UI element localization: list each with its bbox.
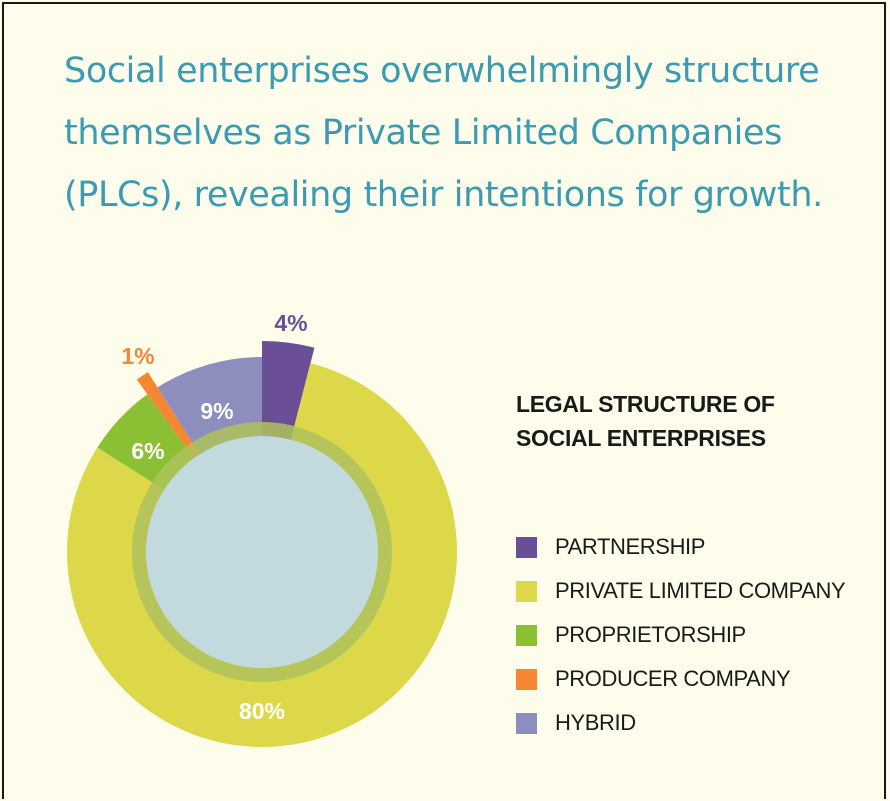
legend-item: PARTNERSHIP xyxy=(516,525,845,569)
legend-label: PROPRIETORSHIP xyxy=(555,622,746,647)
legend-label: PRODUCER COMPANY xyxy=(555,666,791,691)
headline-line-1: Social enterprises overwhelmingly struct… xyxy=(64,51,820,91)
legend-label: HYBRID xyxy=(555,710,636,735)
legend-swatch xyxy=(516,536,537,558)
legend-label: PARTNERSHIP xyxy=(555,534,706,559)
legend-title-line-2: SOCIAL ENTERPRISES xyxy=(516,425,766,451)
data-label-hybrid: 9% xyxy=(200,398,233,424)
donut-inner-ring xyxy=(132,422,392,682)
legend-swatch xyxy=(516,580,537,602)
data-label-private-limited-company: 80% xyxy=(239,698,285,724)
data-label-partnership: 4% xyxy=(274,310,307,336)
slice-producer-company xyxy=(136,372,202,462)
legend-item: PRIVATE LIMITED COMPANY xyxy=(516,569,846,613)
headline: Social enterprises overwhelmingly struct… xyxy=(64,40,864,226)
legend-swatch xyxy=(516,624,537,646)
legend-item: PROPRIETORSHIP xyxy=(516,613,845,657)
data-label-proprietorship: 6% xyxy=(131,438,164,464)
legend-title: LEGAL STRUCTURE OF SOCIAL ENTERPRISES xyxy=(516,387,775,455)
legend-label: PRIVATE LIMITED COMPANY xyxy=(555,578,846,603)
slice-partnership xyxy=(262,341,315,444)
legend-title-line-1: LEGAL STRUCTURE OF xyxy=(516,391,775,417)
headline-line-3: (PLCs), revealing their intentions for g… xyxy=(64,175,823,215)
donut-center xyxy=(146,436,378,668)
headline-line-2: themselves as Private Limited Companies xyxy=(64,113,782,153)
data-label-producer-company: 1% xyxy=(121,343,154,369)
slice-private-limited-company xyxy=(66,363,458,747)
legend-item: HYBRID xyxy=(516,701,845,745)
legend-swatch xyxy=(516,712,537,734)
legend: PARTNERSHIP PRIVATE LIMITED COMPANY PROPRI… xyxy=(516,525,846,745)
legend-swatch xyxy=(516,668,537,690)
legend-item: PRODUCER COMPANY xyxy=(516,657,845,701)
